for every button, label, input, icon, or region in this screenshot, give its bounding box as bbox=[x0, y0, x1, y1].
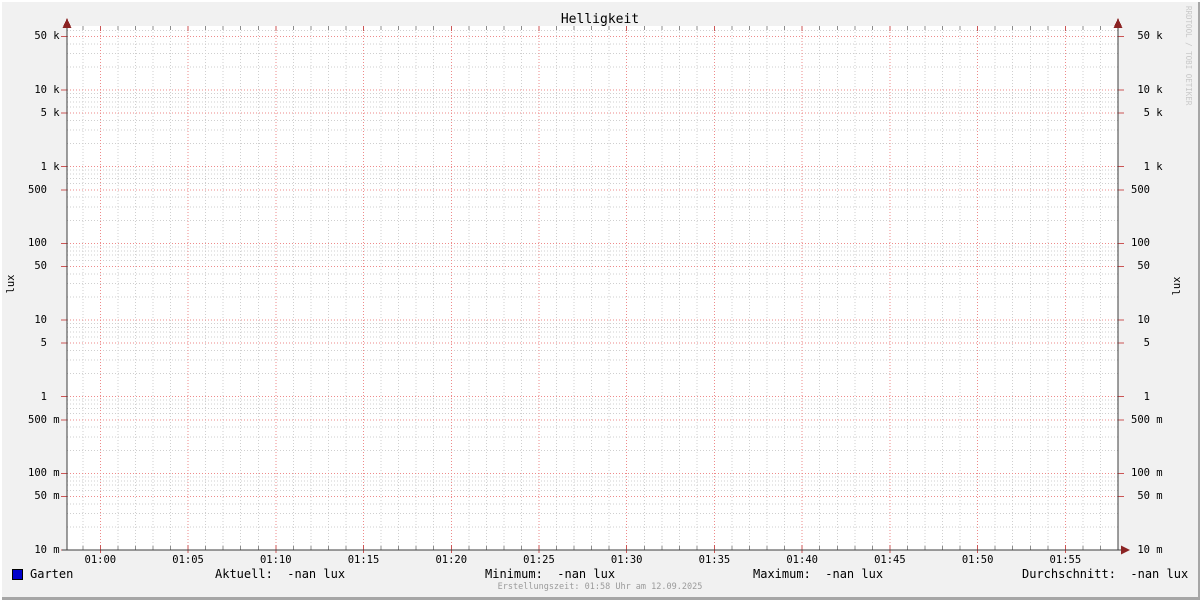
creation-time: Erstellungszeit: 01:58 Uhr am 12.09.2025 bbox=[497, 582, 703, 592]
stat-maximum: Maximum: -nan lux bbox=[753, 567, 884, 581]
chart-title: Helligkeit bbox=[560, 12, 640, 27]
rrdtool-watermark: RRDTOOL / TOBI OETIKER bbox=[1184, 6, 1193, 106]
y-axis-label-left: lux bbox=[5, 274, 17, 294]
y-axis-label-right: lux bbox=[1171, 276, 1183, 296]
stat-aktuell: Aktuell: -nan lux bbox=[215, 567, 346, 581]
stat-minimum: Minimum: -nan lux bbox=[485, 567, 616, 581]
stat-durchschnitt: Durchschnitt: -nan lux bbox=[1022, 567, 1189, 581]
legend-swatch-garten bbox=[12, 569, 23, 580]
legend-label-garten: Garten bbox=[30, 567, 74, 581]
